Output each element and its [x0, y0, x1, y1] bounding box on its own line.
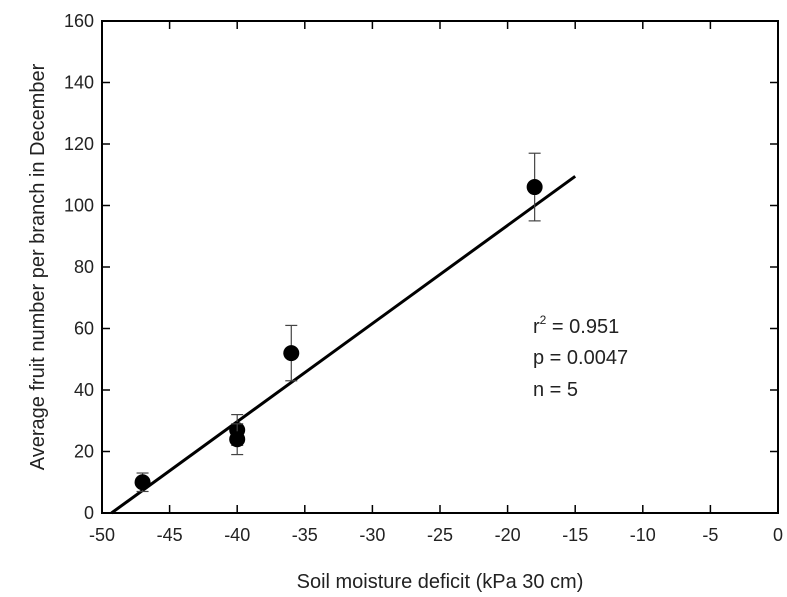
point-marker: [283, 345, 300, 362]
p-value-label: p = 0.0047: [533, 347, 628, 369]
y-tick-label: 60: [74, 319, 94, 339]
tick-labels: -50 -45 -40 -35 -30 -25 -20 -15 -10 -5 00204060801…: [64, 11, 783, 545]
point-marker: [526, 179, 543, 196]
r-squared-exponent: 2: [540, 313, 547, 327]
n-label: n = 5: [533, 379, 578, 401]
point-marker: [229, 431, 246, 448]
y-tick-label: 140: [64, 73, 94, 93]
x-tick-label: -5: [702, 525, 718, 545]
y-tick-label: 160: [64, 11, 94, 31]
x-tick-label: 0: [773, 525, 783, 545]
x-tick-label: -45: [157, 525, 183, 545]
plot-frame: [101, 20, 779, 514]
y-tick-label: 20: [74, 442, 94, 462]
y-tick-label: 120: [64, 134, 94, 154]
regression-line-group: [110, 175, 577, 515]
y-tick-label: 40: [74, 380, 94, 400]
x-tick-label: -30: [359, 525, 385, 545]
point-marker: [134, 474, 151, 491]
y-axis-label: Average fruit number per branch in Decem…: [27, 63, 49, 470]
x-tick-label: -35: [292, 525, 318, 545]
r-squared-label: r2 = 0.951: [533, 313, 619, 338]
data-point: [526, 152, 543, 222]
x-tick-label: -15: [562, 525, 588, 545]
x-tick-label: -50: [89, 525, 115, 545]
x-tick-label: -25: [427, 525, 453, 545]
y-tick-label: 80: [74, 257, 94, 277]
y-tick-label: 100: [64, 196, 94, 216]
x-tick-label: -40: [224, 525, 250, 545]
data-point: [283, 324, 300, 382]
x-axis-label: Soil moisture deficit (kPa 30 cm): [297, 571, 584, 593]
data-point: [134, 472, 151, 493]
data-point: [229, 423, 246, 456]
x-tick-label: -10: [630, 525, 656, 545]
stats-annotation: r2 = 0.951 p = 0.0047 n = 5: [533, 313, 628, 401]
y-tick-label: 0: [84, 503, 94, 523]
regression-line: [110, 175, 577, 515]
axis-ticks: [101, 20, 779, 514]
data-points: [134, 152, 543, 493]
x-tick-label: -20: [495, 525, 521, 545]
